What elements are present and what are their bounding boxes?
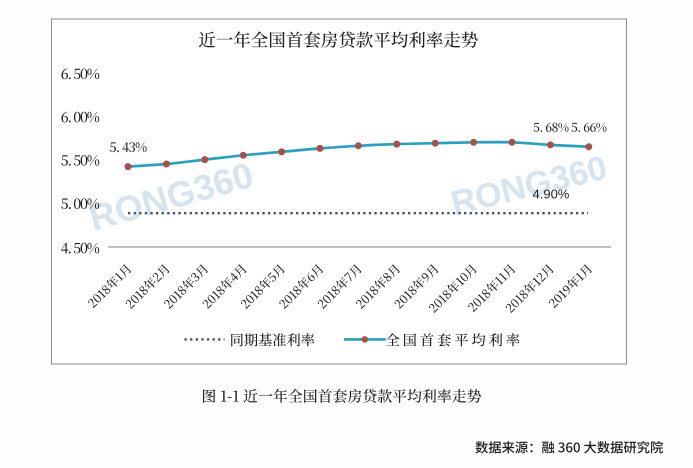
svg-text:4.90%: 4.90% xyxy=(533,187,570,202)
